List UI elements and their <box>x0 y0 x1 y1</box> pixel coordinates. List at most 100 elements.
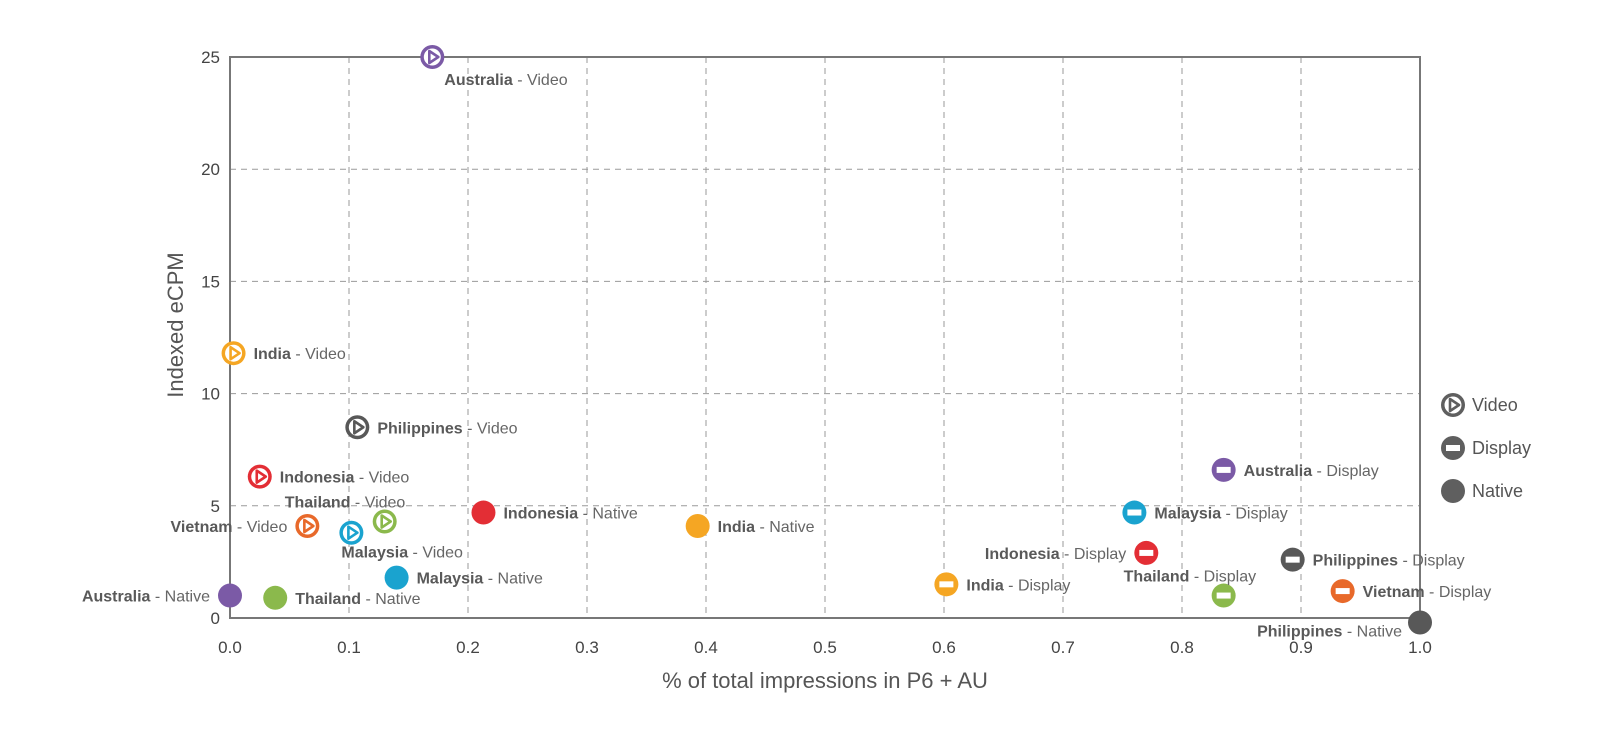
point-label-format: Native <box>1357 623 1402 640</box>
point-marker <box>263 585 288 610</box>
point-label: India - Native <box>718 519 815 536</box>
x-tick-label: 1.0 <box>1408 638 1432 657</box>
legend-marker <box>1441 479 1465 503</box>
x-tick-label: 0.9 <box>1289 638 1313 657</box>
point-label-sep: - <box>578 506 592 523</box>
point-label-sep: - <box>1425 584 1439 601</box>
point-label-format: Video <box>422 545 463 562</box>
point-label-country: India <box>718 519 755 536</box>
point-label: Australia - Video <box>444 72 567 89</box>
data-point: Australia - Native <box>82 583 242 608</box>
point-label: Australia - Display <box>1244 463 1379 480</box>
point-label-format: Native <box>592 506 637 523</box>
point-label-format: Video <box>477 420 518 437</box>
point-label-country: Indonesia <box>503 506 578 523</box>
point-label-format: Video <box>369 470 410 487</box>
x-tick-label: 0.7 <box>1051 638 1075 657</box>
point-label-sep: - <box>1004 577 1018 594</box>
point-label: Vietnam - Display <box>1363 584 1492 601</box>
y-tick-label: 15 <box>201 272 220 291</box>
point-label: Philippines - Native <box>1257 623 1402 640</box>
legend-item: Video <box>1441 393 1518 417</box>
legend-item: Native <box>1441 479 1523 503</box>
point-label-sep: - <box>1060 546 1074 563</box>
point-label-format: Display <box>1439 584 1491 601</box>
point-label-country: Malaysia <box>1154 506 1221 523</box>
point-label-format: Display <box>1412 553 1464 570</box>
data-point: Indonesia - Video <box>247 464 410 489</box>
point-label-country: Malaysia <box>417 571 484 588</box>
point-label: Indonesia - Display <box>985 546 1126 563</box>
y-tick-label: 5 <box>211 497 220 516</box>
point-label-country: Philippines <box>1257 623 1342 640</box>
point-marker <box>471 500 496 525</box>
data-point: Indonesia - Native <box>471 500 638 525</box>
point-label: India - Display <box>966 577 1070 594</box>
x-tick-label: 0.2 <box>456 638 480 657</box>
point-label: Thailand - Display <box>1124 569 1256 586</box>
data-point: Vietnam - Display <box>1330 579 1492 604</box>
y-tick-label: 25 <box>201 48 220 67</box>
point-label: Philippines - Video <box>377 420 517 437</box>
data-point: Australia - Video <box>420 45 568 89</box>
point-label-format: Display <box>1204 569 1256 586</box>
point-label-format: Native <box>375 591 420 608</box>
point-label: Thailand - Native <box>295 591 420 608</box>
point-label-country: Thailand <box>1124 569 1190 586</box>
point-label-sep: - <box>755 519 769 536</box>
point-marker <box>339 520 364 545</box>
point-label: Indonesia - Video <box>280 470 410 487</box>
point-label: India - Video <box>254 346 346 363</box>
point-label-format: Native <box>769 519 814 536</box>
point-label-format: Native <box>498 571 543 588</box>
point-marker <box>218 583 242 608</box>
point-marker <box>295 513 320 538</box>
point-label-sep: - <box>408 545 422 562</box>
point-label-sep: - <box>291 346 305 363</box>
data-point: Malaysia - Native <box>384 565 543 590</box>
data-point: India - Video <box>221 341 346 366</box>
point-marker <box>685 513 710 538</box>
point-label-format: Video <box>527 72 568 89</box>
y-tick-label: 10 <box>201 385 220 404</box>
y-axis-label: Indexed eCPM <box>163 252 188 398</box>
point-marker <box>1211 583 1236 608</box>
point-label-sep: - <box>150 589 164 606</box>
point-label-sep: - <box>513 72 527 89</box>
data-point: Philippines - Video <box>345 415 518 440</box>
point-marker <box>1122 500 1147 525</box>
point-label: Malaysia - Video <box>341 545 463 562</box>
legend-label: Native <box>1472 481 1523 501</box>
point-label-sep: - <box>1189 569 1203 586</box>
grid-lines <box>230 57 1420 618</box>
legend-marker <box>1441 436 1465 460</box>
legend-label: Display <box>1472 438 1531 458</box>
point-label-format: Display <box>1326 463 1378 480</box>
point-label-sep: - <box>1312 463 1326 480</box>
legend: Video Display Native <box>1441 393 1531 503</box>
point-label-country: Vietnam <box>1363 584 1425 601</box>
point-label: Indonesia - Native <box>503 506 637 523</box>
x-tick-label: 0.3 <box>575 638 599 657</box>
point-label-country: Vietnam <box>171 519 233 536</box>
point-label-format: Display <box>1018 577 1070 594</box>
point-label-country: Thailand <box>285 495 351 512</box>
data-point: Philippines - Native <box>1257 610 1432 640</box>
point-marker <box>1330 579 1355 604</box>
point-label: Australia - Native <box>82 589 210 606</box>
point-marker <box>1211 457 1236 482</box>
point-marker <box>1134 540 1159 565</box>
point-label-country: Indonesia <box>985 546 1060 563</box>
point-marker <box>384 565 409 590</box>
data-point: Malaysia - Video <box>339 520 463 562</box>
data-point: India - Display <box>934 572 1070 597</box>
point-marker <box>1408 610 1432 635</box>
y-tick-label: 20 <box>201 160 220 179</box>
legend-item: Display <box>1441 436 1531 460</box>
point-label-country: India <box>254 346 291 363</box>
y-tick-label: 0 <box>211 609 220 628</box>
x-tick-label: 0.0 <box>218 638 242 657</box>
point-label-format: Video <box>365 495 406 512</box>
